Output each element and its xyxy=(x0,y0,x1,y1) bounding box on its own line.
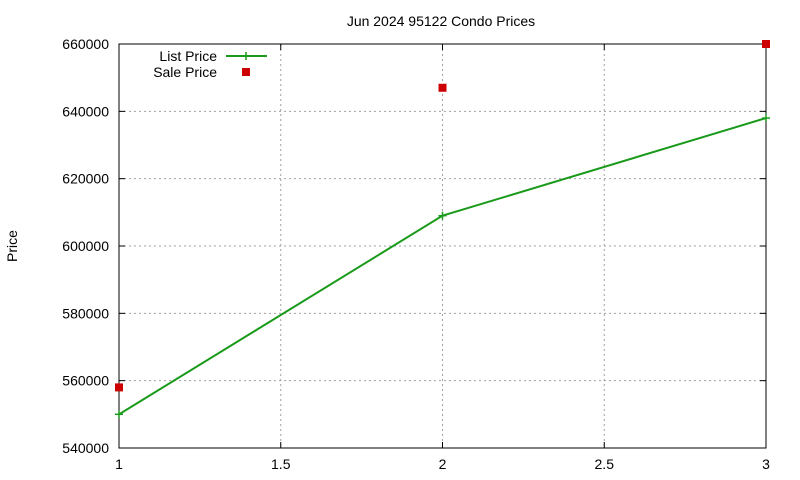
chart-title: Jun 2024 95122 Condo Prices xyxy=(347,13,535,29)
data-point xyxy=(762,40,770,48)
series-sale-price xyxy=(115,40,770,392)
legend-swatch-marker xyxy=(242,52,250,60)
legend-swatch-marker xyxy=(242,68,250,76)
legend-item: Sale Price xyxy=(153,64,250,80)
data-point xyxy=(438,83,447,92)
series-layer xyxy=(115,40,770,419)
y-tick-label: 540000 xyxy=(62,440,109,456)
data-point xyxy=(762,114,770,123)
data-point xyxy=(438,211,447,220)
y-tick-label: 580000 xyxy=(62,305,109,321)
y-tick-label: 560000 xyxy=(62,373,109,389)
series-list-price xyxy=(115,114,770,419)
x-tick-label: 1 xyxy=(115,456,123,472)
x-tick-label: 1.5 xyxy=(271,456,291,472)
legend-label: List Price xyxy=(159,48,217,64)
grid xyxy=(119,44,766,448)
x-tick-label: 2 xyxy=(439,456,447,472)
x-tick-label: 2.5 xyxy=(595,456,615,472)
y-axis-label: Price xyxy=(4,230,20,262)
legend-item: List Price xyxy=(159,48,267,64)
y-tick-label: 600000 xyxy=(62,238,109,254)
axis-ticks: 1 1.5 2 2.5 3 540000 560000 580000 600000 620000 6… xyxy=(62,36,770,472)
x-tick-label: 3 xyxy=(762,456,770,472)
y-tick-label: 640000 xyxy=(62,103,109,119)
data-point xyxy=(115,383,123,392)
legend-label: Sale Price xyxy=(153,64,217,80)
data-point xyxy=(115,410,123,419)
y-tick-label: 660000 xyxy=(62,36,109,52)
y-tick-label: 620000 xyxy=(62,171,109,187)
